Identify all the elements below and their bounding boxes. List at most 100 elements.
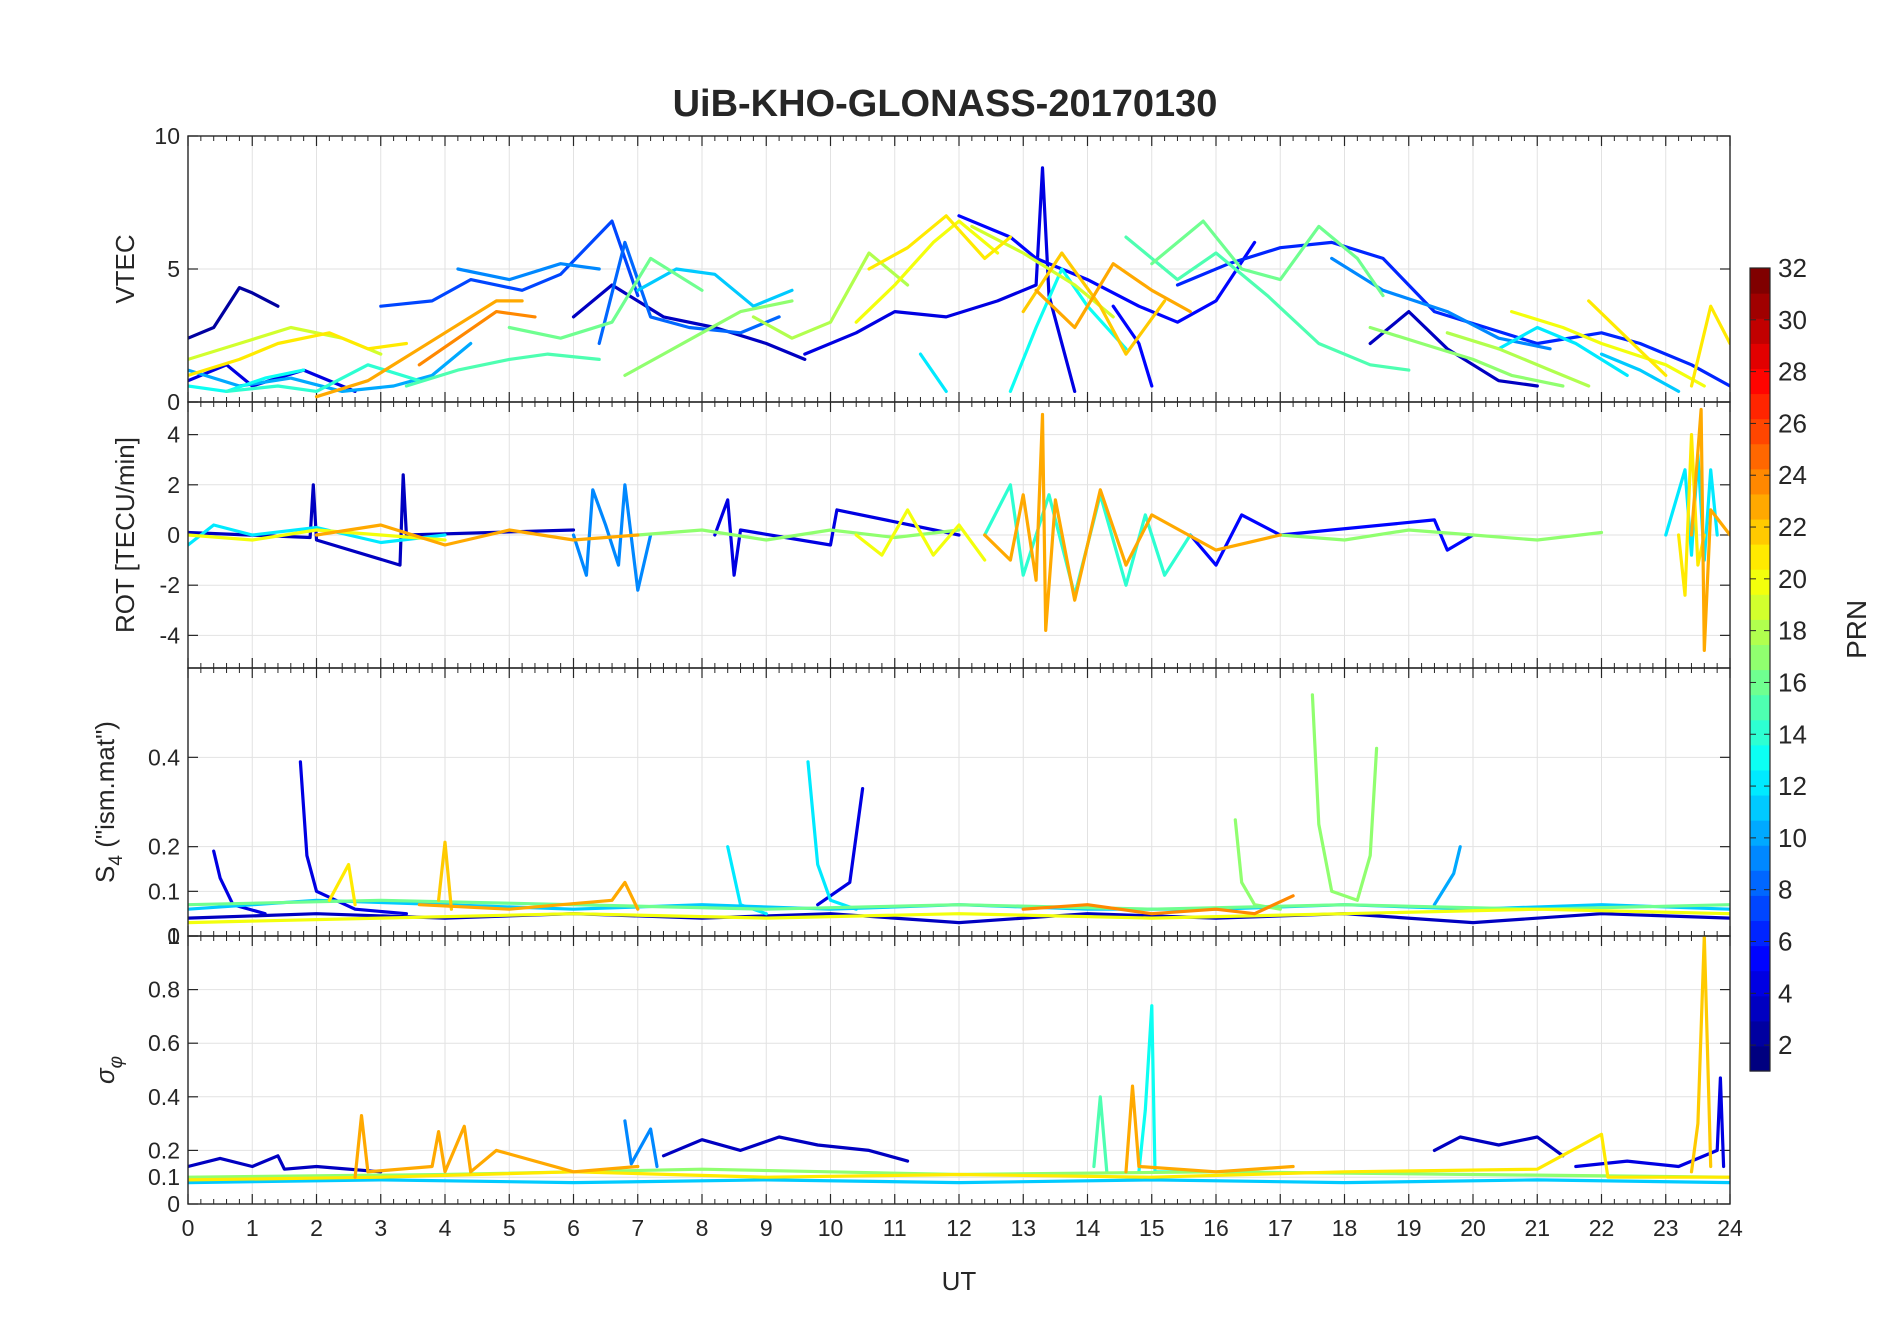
series-line-prn-21 (1689, 304, 1730, 388)
colorbar-segment (1750, 569, 1770, 595)
colorbar-segment (1750, 493, 1770, 520)
y-axis-label-part: S (90, 866, 120, 883)
series-line-prn-2 (188, 286, 280, 340)
y-tick-label: 0.1 (148, 878, 180, 904)
colorbar-segment (1750, 293, 1770, 319)
x-tick-label: 14 (1075, 1215, 1101, 1241)
series-line-prn-23 (314, 299, 524, 399)
colorbar-segment (1750, 619, 1770, 646)
colorbar-segment (1750, 544, 1770, 570)
x-tick-label: 10 (818, 1215, 844, 1241)
y-axis-label: σφ (90, 1056, 127, 1084)
colorbar-tick-label: 32 (1778, 253, 1807, 283)
colorbar-tick-label: 20 (1778, 564, 1807, 594)
panel-vtec: 0 5 10 VTEC (110, 123, 1731, 415)
y-tick-label: 0.1 (148, 1164, 180, 1190)
series-line-prn-8 (597, 240, 781, 346)
series-line-prn-5 (1111, 304, 1154, 388)
x-tick-label: 19 (1396, 1215, 1422, 1241)
colorbar-tick-label: 8 (1778, 875, 1792, 905)
y-tick-label: 2 (167, 472, 180, 498)
x-tick-label: 5 (503, 1215, 516, 1241)
series-line-prn-24 (1021, 894, 1295, 916)
x-tick-label: 18 (1332, 1215, 1358, 1241)
y-tick-label: 0 (167, 923, 180, 949)
series-line-prn-4 (1574, 1076, 1726, 1169)
series-line-prn-22 (437, 840, 453, 911)
colorbar-segment (1750, 719, 1770, 746)
y-tick-label: 0.4 (148, 1084, 180, 1110)
colorbar-segment (1750, 744, 1770, 771)
x-tick-label: 9 (760, 1215, 773, 1241)
series-line-prn-16 (507, 256, 704, 340)
colorbar-segment (1750, 518, 1770, 545)
series-line-prn-10 (1432, 845, 1462, 907)
series-line-prn-20 (188, 528, 447, 542)
x-tick-label: 3 (374, 1215, 387, 1241)
series-line-prn-9 (623, 1119, 659, 1169)
series-line-prn-23 (983, 412, 1282, 632)
x-axis-label: UT (942, 1266, 977, 1296)
colorbar-tick-label: 28 (1778, 357, 1807, 387)
series-line-prn-4 (298, 760, 408, 916)
series-line-prn-22 (1021, 251, 1167, 356)
series-line-prn-3 (1432, 1135, 1565, 1158)
x-tick-label: 0 (182, 1215, 195, 1241)
colorbar-segment (1750, 769, 1770, 796)
colorbar-segment (1750, 995, 1770, 1022)
x-tick-label: 24 (1717, 1215, 1743, 1241)
colorbar-segment (1750, 318, 1770, 344)
series-line-prn-23 (1034, 262, 1192, 330)
series-line-prn-21 (327, 862, 357, 907)
y-tick-label: 5 (167, 256, 180, 282)
x-tick-label: 22 (1589, 1215, 1615, 1241)
series-line-prn-11 (636, 267, 794, 308)
colorbar-segment (1750, 945, 1770, 972)
series-line-prn-4 (188, 363, 357, 393)
y-tick-label: 0.8 (148, 977, 180, 1003)
colorbar-segment (1750, 669, 1770, 696)
colorbar-label: PRN (1841, 600, 1872, 659)
y-tick-label: -2 (160, 572, 180, 598)
y-axis-label-sub: φ (106, 1056, 127, 1068)
series-line-prn-11 (1599, 352, 1681, 393)
panel-frame (187, 935, 1731, 1205)
y-tick-label: 0.2 (148, 1137, 180, 1163)
series-line-prn-19 (970, 224, 1115, 319)
series-line-prn-12 (188, 523, 447, 547)
colorbar-segment (1750, 794, 1770, 821)
y-tick-label: 1 (167, 923, 180, 949)
colorbar-segment (1750, 845, 1770, 871)
series-line-prn-21 (1677, 433, 1706, 597)
series-line-prn-3 (661, 1135, 910, 1163)
colorbar-tick-label: 22 (1778, 512, 1807, 542)
panel-series (188, 936, 1730, 1185)
y-tick-label: 0 (167, 522, 180, 548)
y-tick-label: 0 (167, 389, 180, 415)
x-tick-label: 7 (631, 1215, 644, 1241)
series-line-prn-20 (1510, 310, 1706, 388)
x-tick-label: 21 (1524, 1215, 1550, 1241)
series-line-prn-23 (417, 880, 640, 911)
series-line-prn-13 (1008, 267, 1128, 393)
panel-series (188, 166, 1730, 399)
colorbar-tick-label: 14 (1778, 719, 1807, 749)
colorbar-segment (1750, 393, 1770, 420)
series-line-prn-12 (806, 760, 858, 911)
x-tick-label: 23 (1653, 1215, 1679, 1241)
series-line-prn-21 (867, 214, 1012, 271)
colorbar-tick-label: 10 (1778, 823, 1807, 853)
series-line-prn-23 (314, 523, 640, 547)
colorbar-segment (1750, 268, 1770, 294)
colorbar-segment (1750, 443, 1770, 470)
series-line-prn-16 (188, 898, 1730, 911)
x-tick-label: 2 (310, 1215, 323, 1241)
colorbar-segment (1750, 895, 1770, 922)
series-line-prn-11 (188, 1178, 1730, 1185)
series-line-prn-9 (1330, 256, 1552, 351)
colorbar-tick-label: 18 (1778, 616, 1807, 646)
